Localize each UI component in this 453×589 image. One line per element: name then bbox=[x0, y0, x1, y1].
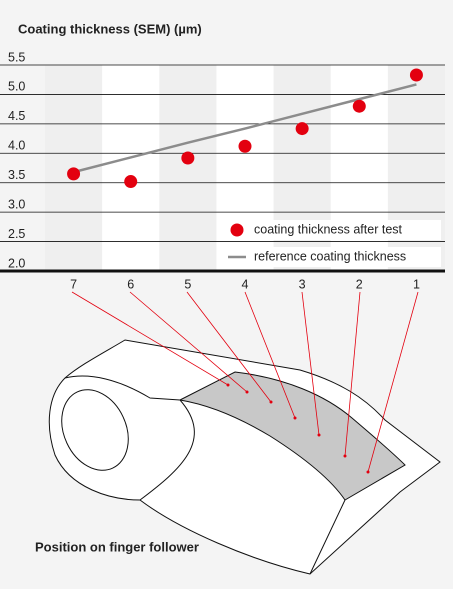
data-dot bbox=[124, 175, 137, 188]
data-dot bbox=[239, 140, 252, 153]
y-tick-label: 3.0 bbox=[8, 197, 25, 211]
plot-area bbox=[45, 65, 445, 271]
x-tick-label: 6 bbox=[127, 277, 134, 291]
column-stripe bbox=[274, 65, 331, 271]
y-tick-label: 2.5 bbox=[8, 227, 25, 241]
x-tick-label: 3 bbox=[299, 277, 306, 291]
x-tick-label: 5 bbox=[184, 277, 191, 291]
chart-title: Coating thickness (SEM) (µm) bbox=[18, 21, 202, 36]
column-stripe bbox=[388, 65, 445, 271]
y-tick-label: 2.0 bbox=[8, 256, 25, 270]
data-dot bbox=[353, 100, 366, 113]
y-tick-label: 5.5 bbox=[8, 50, 25, 64]
y-tick-label: 3.5 bbox=[8, 168, 25, 182]
page: Coating thickness (SEM) (µm) 2.0 2.5 3.0 3.… bbox=[0, 0, 453, 589]
diagram-caption: Position on finger follower bbox=[35, 539, 199, 554]
x-tick-label: 7 bbox=[70, 277, 77, 291]
x-tick-label: 2 bbox=[356, 277, 363, 291]
column-stripe bbox=[159, 65, 216, 271]
legend-label: coating thickness after test bbox=[254, 222, 403, 236]
data-dot bbox=[296, 122, 309, 135]
y-tick-label: 5.0 bbox=[8, 80, 25, 94]
x-tick-label: 4 bbox=[242, 277, 249, 291]
legend-label: reference coating thickness bbox=[254, 249, 406, 263]
y-tick-label: 4.5 bbox=[8, 109, 25, 123]
data-dot bbox=[181, 151, 194, 164]
data-dot bbox=[67, 167, 80, 180]
x-tick-label: 1 bbox=[413, 277, 420, 291]
legend-dot bbox=[231, 224, 244, 237]
plot: 2.0 2.5 3.0 3.5 4.0 4.5 5.0 5.5 7 6 5 4 3 2 1 coating t… bbox=[0, 50, 445, 291]
data-dot bbox=[410, 69, 423, 82]
y-tick-label: 4.0 bbox=[8, 139, 25, 153]
